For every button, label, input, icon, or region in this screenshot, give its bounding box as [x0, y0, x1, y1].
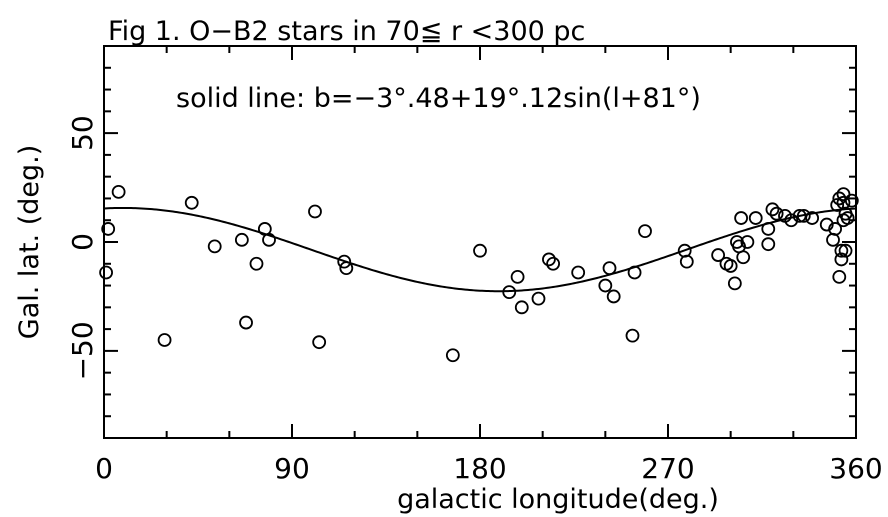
data-points — [99, 185, 859, 363]
data-point — [734, 211, 749, 225]
data-point — [510, 269, 525, 284]
data-point — [765, 202, 780, 217]
data-point — [542, 252, 556, 267]
data-point — [796, 208, 811, 223]
data-point — [723, 259, 738, 273]
data-point — [826, 232, 840, 247]
fit-equation-annotation: solid line: b=−3°.48+19°.12sin(l+81°) — [176, 83, 701, 114]
data-point — [598, 278, 613, 293]
data-point — [784, 213, 799, 228]
data-point — [101, 222, 116, 236]
x-tick-label: 360 — [829, 452, 882, 485]
data-point — [819, 217, 834, 232]
data-point — [627, 265, 642, 280]
data-point — [312, 335, 327, 350]
data-point — [249, 256, 264, 271]
y-axis-label: Gal. lat. (deg.) — [14, 145, 45, 339]
data-point — [805, 211, 820, 225]
data-point — [828, 222, 843, 236]
data-point — [761, 237, 776, 252]
data-point — [157, 333, 172, 347]
data-point — [834, 252, 849, 267]
data-point — [339, 261, 354, 276]
x-tick-label: 90 — [274, 452, 310, 485]
data-point — [571, 265, 586, 280]
data-point — [262, 232, 276, 247]
data-point — [830, 198, 845, 212]
data-point — [727, 276, 742, 291]
data-point — [111, 185, 126, 199]
data-point — [184, 195, 199, 210]
data-point — [606, 289, 621, 304]
y-tick-label: 50 — [66, 115, 99, 151]
data-point — [832, 269, 847, 284]
chart-title: Fig 1. O−B2 stars in 70≦ r <300 pc — [108, 16, 585, 47]
data-point — [840, 211, 855, 225]
data-point — [711, 248, 726, 262]
data-point — [836, 187, 851, 201]
x-tick-label: 180 — [453, 452, 506, 485]
axis-ticks — [103, 46, 857, 438]
data-point — [546, 256, 561, 271]
data-point — [736, 250, 751, 265]
data-point — [445, 348, 460, 363]
data-point — [514, 300, 529, 315]
data-point — [679, 254, 694, 269]
data-point — [308, 204, 322, 219]
x-tick-label: 270 — [641, 452, 694, 485]
data-point — [834, 243, 849, 258]
data-point — [769, 206, 784, 221]
data-point — [748, 211, 763, 225]
data-point — [602, 261, 617, 276]
data-point — [531, 291, 546, 306]
data-point — [99, 265, 113, 280]
data-point — [838, 243, 853, 258]
data-point — [473, 243, 487, 258]
x-tick-label: 0 — [95, 452, 113, 485]
data-point — [234, 232, 249, 247]
data-point — [207, 239, 222, 254]
data-point — [761, 222, 776, 236]
x-axis-label: galactic longitude(deg.) — [397, 484, 719, 515]
data-point — [625, 328, 640, 343]
data-point — [337, 254, 352, 269]
data-point — [502, 285, 517, 299]
data-point — [239, 315, 253, 330]
data-point — [638, 224, 652, 239]
y-tick-label: 0 — [66, 233, 99, 251]
fit-curve-line — [103, 206, 857, 293]
tick-labels: 0 90 180 270 360 −50 0 50 — [66, 115, 883, 485]
data-point — [844, 193, 859, 208]
y-tick-label: −50 — [66, 321, 99, 380]
data-point — [740, 235, 755, 249]
